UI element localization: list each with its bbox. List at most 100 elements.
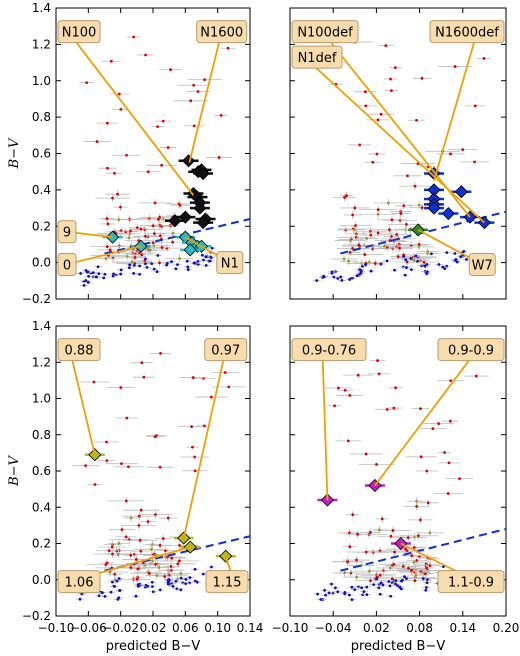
scatter-point-red [418,518,422,522]
scatter-point-blue [315,279,319,282]
scatter-point-blue [359,268,363,272]
y-axis-label: B−V [7,137,22,169]
scatter-point-blue [372,583,376,587]
scatter-point-red [394,386,398,390]
scatter-point-red [111,196,114,200]
scatter-point-blue [465,258,468,261]
scatter-point-red [348,250,352,254]
scatter-point-red [160,163,164,167]
scatter-point-blue [109,590,113,594]
scatter-point-blue [184,578,188,581]
x-tick-label: 0.14 [237,621,264,635]
scatter-point-red [428,564,432,568]
y-tick-label: 0.6 [32,147,51,161]
scatter-point-red [135,577,139,581]
scatter-point-red [404,547,407,551]
scatter-point-blue [78,597,82,601]
y-tick-label: 0.0 [32,573,51,587]
scatter-point-blue [82,284,86,287]
scatter-point-red [415,504,419,508]
scatter-point-red [178,257,181,260]
scatter-point-blue [437,263,441,266]
scatter-point-blue [128,263,132,267]
scatter-point-red [92,380,96,384]
scatter-point-blue [132,271,136,275]
scatter-point-red [137,524,141,527]
panel-bottom-right: −0.10 −0.04 0.02 0.08 0.14 0.20 predicted B−V 0… [272,325,519,654]
scatter-point-red [127,236,131,240]
scatter-point-red [119,229,123,233]
scatter-point-red [437,422,440,425]
scatter-point-blue [103,595,107,598]
annotation-box [205,570,249,594]
scatter-point-red [119,107,123,111]
scatter-point-red [376,359,379,362]
scatter-point-red [398,246,401,250]
annotation-box [291,20,359,44]
scatter-point-red [137,514,141,518]
scatter-point-blue [429,252,433,256]
annotation-label: W7 [472,258,493,273]
scatter-point-blue [330,270,334,274]
x-tick-label: 0.10 [204,621,231,635]
scatter-point-blue [152,267,156,271]
scatter-point-blue [115,579,119,583]
scatter-point-red [449,152,452,156]
scatter-point-red [146,520,150,524]
scatter-point-red [390,218,394,222]
scatter-point-red [84,464,88,468]
scatter-point-red [446,492,450,495]
scatter-point-blue [324,593,328,597]
scatter-point-red [376,231,380,235]
scatter-point-red [364,550,368,554]
scatter-point-red [420,76,424,80]
scatter-point-blue [404,258,408,262]
scatter-point-blue [103,272,107,276]
scatter-point-red [192,83,195,87]
annotation-box [216,251,244,275]
annotation-leader-line [433,31,479,182]
scatter-point-red [132,35,136,39]
scatter-point-red [158,261,161,265]
scatter-point-red [371,247,375,251]
scatter-point-red [365,237,369,240]
scatter-point-red [368,569,371,573]
scatter-point-blue [127,266,131,270]
scatter-point-blue [166,582,170,586]
trend-line [340,528,507,572]
scatter-point-blue [362,590,366,593]
scatter-point-blue [462,249,466,253]
scatter-point-blue [348,278,352,281]
annotation-label: 1.1-0.9 [448,576,494,591]
scatter-point-red [415,118,418,122]
scatter-point-red [192,124,196,128]
scatter-point-red [129,229,132,233]
scatter-point-red [363,253,367,256]
scatter-point-blue [350,585,354,589]
scatter-point-red [453,65,457,68]
scatter-point-red [124,499,128,503]
scatter-point-red [109,59,113,63]
scatter-point-red [405,260,409,264]
annotation-box [57,20,101,44]
scatter-point-blue [400,579,403,583]
scatter-point-red [426,251,430,255]
scatter-point-red [415,559,419,562]
x-axis-label: predicted B−V [106,639,201,654]
scatter-point-blue [146,584,150,588]
scatter-point-red [385,407,389,411]
scatter-point-blue [201,572,205,576]
scatter-point-red [389,534,393,538]
scatter-point-blue [174,579,178,583]
scatter-point-red [347,531,351,535]
scatter-point-red [140,253,144,257]
highlight-marker [193,201,207,215]
scatter-point-red [425,469,429,473]
scatter-point-red [139,227,143,231]
scatter-point-blue [355,274,359,278]
scatter-point-red [417,203,421,207]
scatter-point-red [391,529,395,532]
scatter-point-blue [84,269,88,272]
scatter-point-red [125,153,128,157]
scatter-point-blue [151,590,155,594]
